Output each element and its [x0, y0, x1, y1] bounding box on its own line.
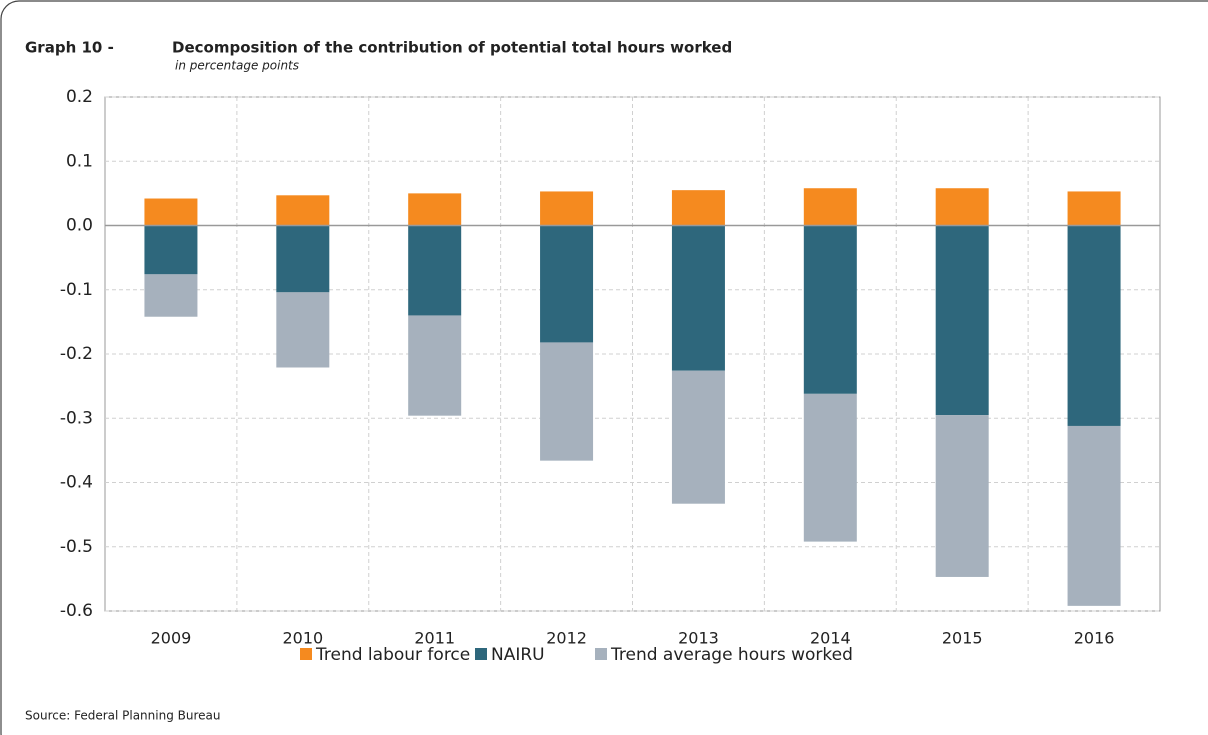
- x-tick-label: 2013: [678, 629, 719, 648]
- bar-segment: [276, 195, 330, 226]
- y-tick-label: -0.3: [60, 408, 93, 428]
- graph-label: Graph 10 -: [25, 39, 114, 57]
- x-tick-label: 2010: [282, 629, 323, 648]
- y-tick-label: -0.4: [60, 473, 93, 493]
- legend-label: Trend average hours worked: [610, 645, 853, 665]
- y-tick-label: -0.2: [60, 344, 93, 364]
- bar-segment: [671, 225, 725, 371]
- source-note: Source: Federal Planning Bureau: [25, 709, 221, 723]
- chart-subtitle: in percentage points: [175, 59, 299, 73]
- bar-segment: [935, 225, 989, 416]
- legend-swatch: [595, 648, 607, 660]
- bar-segment: [144, 198, 198, 226]
- bar-segment: [540, 342, 594, 461]
- y-tick-label: -0.1: [60, 280, 93, 300]
- x-tick-label: 2015: [942, 629, 983, 648]
- bar-segment: [276, 225, 330, 293]
- bar-segment: [144, 225, 198, 275]
- bar-segment: [1067, 225, 1121, 426]
- legend-swatch: [475, 648, 487, 660]
- legend-label: Trend labour force: [315, 645, 470, 665]
- bar-segment: [540, 225, 594, 343]
- x-tick-label: 2014: [810, 629, 851, 648]
- bar-segment: [803, 188, 857, 226]
- bar-segment: [408, 193, 462, 226]
- y-tick-label: 0.2: [66, 87, 93, 107]
- bar-segment: [671, 190, 725, 226]
- y-tick-label: -0.6: [60, 601, 93, 621]
- bar-segment: [408, 225, 462, 316]
- bar-segment: [935, 415, 989, 577]
- bar-segment: [803, 225, 857, 394]
- x-tick-label: 2009: [151, 629, 192, 648]
- bar-segment: [540, 191, 594, 226]
- y-tick-label: -0.5: [60, 537, 93, 557]
- x-tick-label: 2011: [414, 629, 455, 648]
- bar-segment: [408, 315, 462, 416]
- legend-swatch: [300, 648, 312, 660]
- legend-label: NAIRU: [491, 645, 545, 665]
- bar-segment: [671, 370, 725, 504]
- bar-segment: [276, 292, 330, 368]
- bar-segment: [935, 188, 989, 226]
- chart-title: Decomposition of the contribution of pot…: [172, 39, 732, 57]
- bar-segment: [1067, 425, 1121, 606]
- x-tick-label: 2016: [1074, 629, 1115, 648]
- x-tick-label: 2012: [546, 629, 587, 648]
- y-tick-label: 0.1: [66, 151, 93, 171]
- bar-segment: [144, 274, 198, 317]
- y-tick-label: 0.0: [66, 216, 93, 236]
- bar-segment: [803, 393, 857, 542]
- bar-segment: [1067, 191, 1121, 226]
